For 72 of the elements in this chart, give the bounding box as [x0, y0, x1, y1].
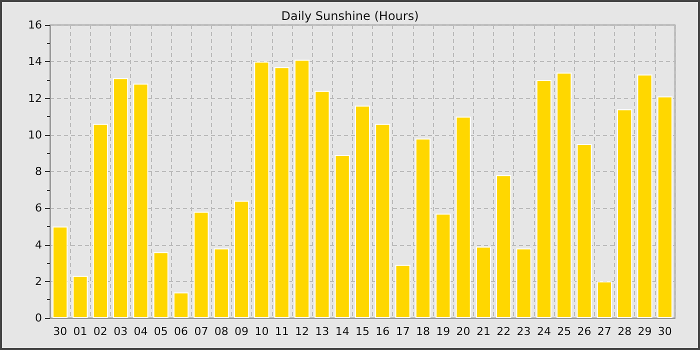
bar	[395, 264, 410, 318]
x-tick-label: 12	[295, 325, 310, 338]
x-tick-label: 02	[93, 325, 108, 338]
x-tick-label: 24	[536, 325, 551, 338]
bar	[516, 248, 532, 318]
bar	[72, 276, 88, 318]
x-tick-label: 27	[597, 325, 612, 338]
bar	[113, 78, 128, 318]
x-tick-label: 07	[194, 325, 208, 338]
y-tick-label: 10	[28, 128, 42, 142]
chart-title: Daily Sunshine (Hours)	[281, 9, 419, 23]
x-tick-label: 01	[73, 325, 88, 338]
x-tick-label: 14	[335, 325, 350, 338]
bar	[354, 106, 370, 318]
x-tick-label: 18	[416, 325, 430, 338]
x-tick-label: 28	[618, 325, 632, 338]
bar	[133, 84, 148, 318]
y-tick-label: 16	[28, 18, 42, 32]
x-tick-label: 06	[174, 325, 188, 338]
bar	[456, 116, 471, 318]
bar	[214, 248, 229, 318]
x-tick-label: 29	[638, 325, 652, 338]
y-tick-label: 14	[28, 55, 42, 68]
bar	[436, 214, 451, 318]
x-tick-label: 30	[658, 325, 672, 338]
y-tick-label: 2	[35, 274, 42, 288]
bar	[52, 226, 68, 318]
bar	[536, 80, 552, 318]
bar	[596, 281, 612, 318]
x-tick-label: 11	[274, 325, 289, 338]
y-tick-label: 6	[35, 202, 42, 215]
x-tick-label: 22	[496, 325, 511, 338]
x-tick-label: 10	[254, 325, 269, 338]
bar	[173, 292, 189, 318]
bar	[576, 144, 592, 318]
x-tick-label: 25	[557, 325, 572, 338]
x-tick-label: 21	[476, 325, 490, 338]
x-tick-label: 19	[436, 325, 450, 338]
x-tick-label: 09	[234, 325, 249, 338]
x-tick-label: 03	[114, 325, 128, 338]
x-tick-label: 05	[154, 325, 168, 338]
bar	[496, 175, 512, 318]
bar	[194, 212, 209, 318]
y-tick-label: 0	[35, 312, 42, 324]
bar	[415, 138, 431, 318]
x-tick-label: 15	[356, 325, 370, 338]
bar	[476, 246, 492, 318]
x-tick-label: 17	[396, 325, 410, 338]
bar	[556, 72, 572, 318]
x-tick-label: 23	[516, 325, 531, 338]
bar	[657, 96, 672, 318]
bar	[617, 109, 632, 318]
x-tick-label: 30	[53, 325, 68, 338]
bar	[294, 60, 310, 318]
x-tick-label: 08	[214, 325, 228, 338]
x-tick-label: 13	[315, 325, 330, 338]
bar	[92, 124, 108, 318]
bar	[254, 62, 270, 318]
bar	[234, 200, 250, 318]
bar	[375, 124, 390, 318]
bar	[153, 252, 168, 318]
x-tick-label: 20	[456, 325, 470, 338]
y-tick-label: 4	[35, 238, 42, 252]
bar	[274, 67, 290, 318]
x-tick-label: 04	[134, 325, 148, 338]
bar	[314, 90, 330, 318]
y-tick-label: 12	[28, 92, 42, 105]
x-tick-label: 26	[577, 325, 592, 338]
x-tick-label: 16	[376, 325, 390, 338]
bar	[637, 74, 652, 318]
y-tick-label: 8	[35, 165, 42, 178]
bar	[334, 155, 350, 318]
